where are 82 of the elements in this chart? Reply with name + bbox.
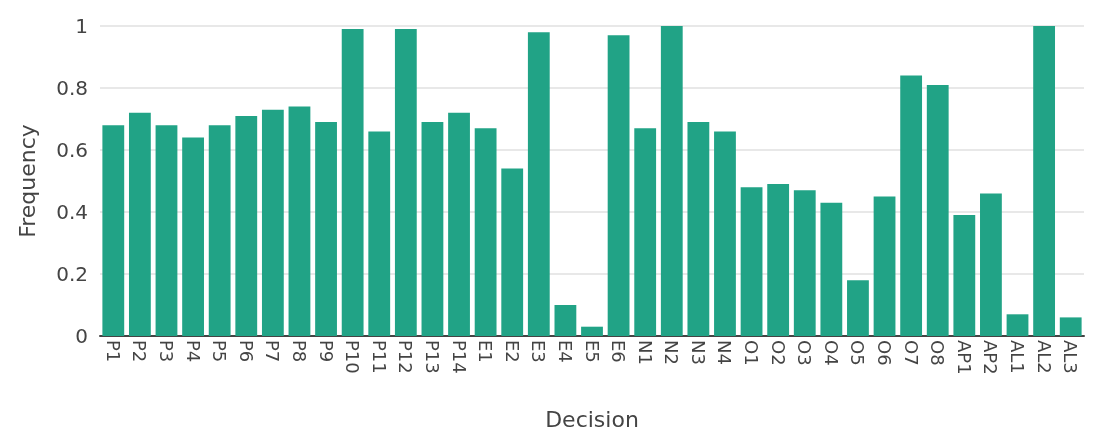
x-tick-label: AL2	[1033, 340, 1055, 374]
x-tick-label: E1	[475, 340, 497, 363]
x-tick-label: P9	[315, 340, 337, 363]
x-tick-label: O8	[927, 340, 949, 366]
bar	[368, 131, 391, 336]
x-tick-label: AL3	[1060, 340, 1082, 374]
bar	[261, 109, 284, 336]
bar	[448, 112, 470, 336]
x-tick-label: N4	[714, 340, 736, 365]
bar	[128, 112, 151, 336]
bar	[341, 29, 364, 336]
bar	[182, 137, 204, 336]
bar	[315, 122, 337, 336]
x-tick-label: P4	[182, 340, 204, 363]
bar	[554, 305, 577, 336]
bar	[421, 122, 444, 336]
x-tick-label: P14	[448, 340, 470, 374]
bar	[847, 280, 869, 336]
x-tick-label: P2	[129, 340, 151, 363]
bar	[926, 84, 949, 336]
bar	[1059, 317, 1082, 336]
x-tick-label: E2	[501, 340, 523, 363]
x-axis-title: Decision	[545, 406, 639, 432]
bar	[527, 32, 550, 336]
x-tick-label: O7	[900, 340, 922, 366]
x-tick-label: P6	[235, 340, 257, 363]
y-tick-label: 0.4	[56, 200, 88, 224]
bar	[740, 187, 763, 336]
bar	[288, 106, 311, 336]
y-axis-title: Frequency	[14, 124, 40, 238]
bar	[581, 326, 603, 336]
x-tick-label: N1	[634, 340, 656, 365]
bar	[980, 193, 1002, 336]
x-tick-label: P7	[262, 340, 284, 363]
bar	[660, 26, 683, 336]
bar	[102, 125, 125, 336]
x-tick-label: N3	[687, 340, 709, 365]
x-tick-label: O6	[874, 340, 896, 366]
bar	[474, 128, 497, 336]
bar	[873, 196, 896, 336]
x-tick-label: E6	[608, 340, 630, 363]
bar	[155, 125, 178, 336]
bar	[714, 131, 736, 336]
x-tick-label: N2	[661, 340, 683, 365]
bar	[634, 128, 657, 336]
y-tick-label: 0	[75, 324, 88, 348]
x-tick-label: P8	[288, 340, 310, 363]
bar	[953, 215, 976, 336]
bar	[687, 122, 710, 336]
x-tick-label: AP1	[953, 340, 975, 375]
y-tick-label: 1	[75, 14, 88, 38]
x-tick-label: P13	[421, 340, 443, 374]
x-tick-label: P1	[102, 340, 124, 363]
y-tick-label: 0.8	[56, 76, 88, 100]
bar	[607, 35, 630, 336]
bar	[793, 190, 816, 336]
y-tick-label: 0.6	[56, 138, 88, 162]
bar	[820, 202, 843, 336]
x-tick-label: P11	[368, 340, 390, 374]
bar	[900, 75, 923, 336]
bar	[208, 125, 231, 336]
x-tick-label: P12	[395, 340, 417, 374]
x-tick-label: P3	[155, 340, 177, 363]
x-tick-label: O2	[767, 340, 789, 366]
x-tick-label: P5	[209, 340, 231, 363]
bar	[235, 115, 258, 336]
x-tick-label: E3	[528, 340, 550, 363]
bar	[1006, 314, 1029, 336]
x-tick-label: O5	[847, 340, 869, 366]
bar	[1033, 26, 1056, 336]
y-tick-label: 0.2	[56, 262, 88, 286]
x-tick-label: AL1	[1007, 340, 1029, 374]
x-tick-label: P10	[342, 340, 364, 374]
bar	[767, 184, 790, 336]
x-tick-label: O1	[741, 340, 763, 366]
x-tick-label: E4	[554, 340, 576, 363]
bar	[501, 168, 524, 336]
x-tick-label: E5	[581, 340, 603, 363]
x-tick-label: AP2	[980, 340, 1002, 375]
x-tick-label: O4	[820, 340, 842, 366]
x-tick-label: O3	[794, 340, 816, 366]
bar	[394, 29, 417, 336]
